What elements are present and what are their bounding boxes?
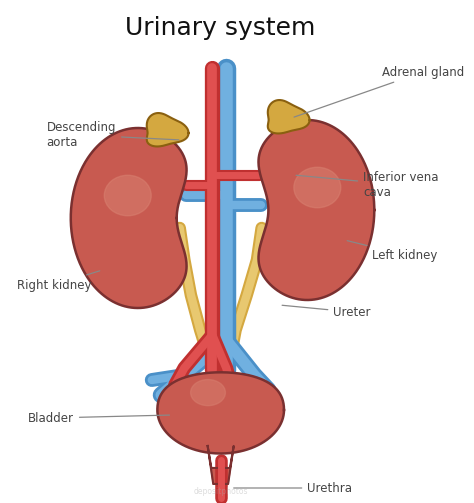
Text: Urinary system: Urinary system: [126, 16, 316, 40]
Ellipse shape: [191, 380, 226, 405]
Ellipse shape: [294, 167, 341, 208]
Polygon shape: [208, 446, 234, 484]
Polygon shape: [268, 100, 310, 133]
Text: Adrenal gland: Adrenal gland: [294, 65, 464, 117]
Text: Ureter: Ureter: [282, 305, 371, 318]
Text: Urethra: Urethra: [234, 481, 352, 494]
Polygon shape: [71, 128, 187, 308]
Text: Descending
aorta: Descending aorta: [46, 121, 179, 149]
Polygon shape: [258, 120, 374, 300]
Polygon shape: [147, 113, 189, 146]
Text: depositphotos: depositphotos: [193, 487, 248, 496]
Ellipse shape: [104, 175, 151, 216]
Text: Right kidney: Right kidney: [17, 271, 100, 292]
Text: Inferior vena
cava: Inferior vena cava: [296, 171, 438, 199]
Text: Left kidney: Left kidney: [347, 240, 438, 262]
Text: Bladder: Bladder: [28, 411, 170, 425]
Polygon shape: [157, 372, 284, 454]
